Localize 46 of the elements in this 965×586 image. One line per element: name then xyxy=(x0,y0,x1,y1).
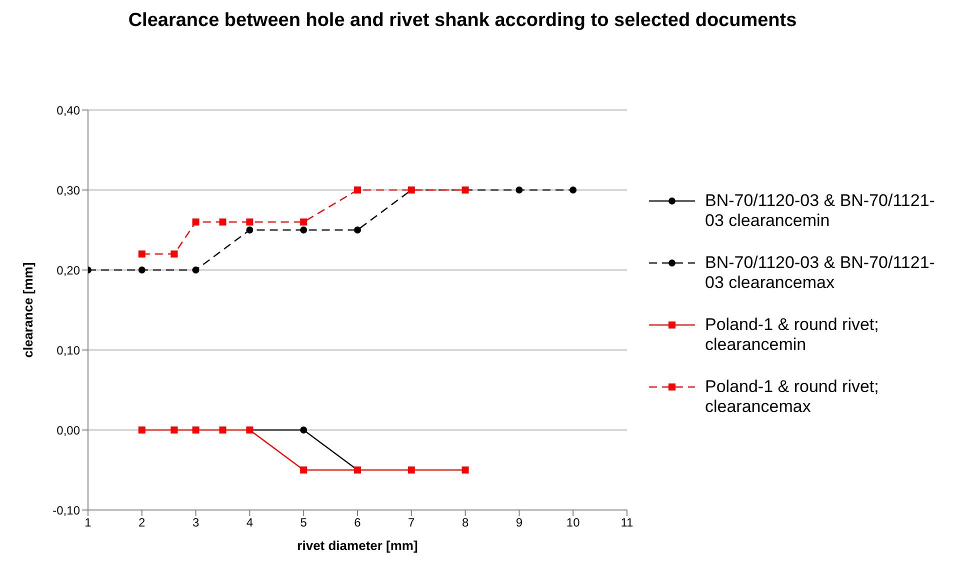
point xyxy=(300,226,308,234)
legend-label: BN-70/1120-03 & BN-70/1121-03 clearancemax xyxy=(705,253,936,293)
y-tick-label: 0,20 xyxy=(56,263,80,278)
point xyxy=(246,226,254,234)
x-tick-label: 5 xyxy=(300,516,308,530)
x-tick-label: 10 xyxy=(566,516,580,530)
point xyxy=(219,426,226,434)
point xyxy=(570,186,577,194)
point xyxy=(170,250,178,258)
point xyxy=(138,266,146,274)
x-tick-label: 3 xyxy=(192,516,200,530)
x-tick-label: 1 xyxy=(84,516,92,530)
y-axis-title: clearance [mm] xyxy=(20,262,36,358)
point xyxy=(192,218,200,226)
legend-label: Poland-1 & round rivet; clearancemin xyxy=(705,315,880,355)
point xyxy=(192,426,200,434)
x-tick-label: 7 xyxy=(408,516,416,530)
point xyxy=(516,186,523,194)
point xyxy=(300,466,308,474)
x-axis-title: rivet diameter [mm] xyxy=(297,538,418,553)
point xyxy=(300,426,308,434)
point xyxy=(192,266,200,274)
point xyxy=(219,218,226,226)
legend-label: Poland-1 & round rivet; clearancemax xyxy=(705,377,880,417)
point xyxy=(354,186,361,194)
y-tick-label: 0,00 xyxy=(56,423,80,438)
x-tick-label: 8 xyxy=(462,516,469,530)
point xyxy=(170,426,178,434)
x-tick-label: 11 xyxy=(620,516,634,530)
point xyxy=(354,226,361,234)
x-tick-label: 6 xyxy=(354,516,362,530)
x-tick-label: 9 xyxy=(516,516,523,530)
point xyxy=(138,426,146,434)
point xyxy=(246,218,254,226)
y-tick-label: 0,30 xyxy=(56,183,80,198)
point xyxy=(300,218,308,226)
y-tick-label: 0,40 xyxy=(56,103,80,118)
legend-label: BN-70/1120-03 & BN-70/1121-03 clearancemin xyxy=(705,191,936,231)
y-tick-label: -0,10 xyxy=(52,503,80,518)
point xyxy=(462,466,469,474)
y-tick-label: 0,10 xyxy=(56,343,80,358)
point xyxy=(138,250,146,258)
x-tick-label: 4 xyxy=(246,516,254,530)
x-tick-label: 2 xyxy=(138,516,146,530)
chart-title: Clearance between hole and rivet shank according to selected documents xyxy=(127,10,798,33)
point xyxy=(408,466,415,474)
